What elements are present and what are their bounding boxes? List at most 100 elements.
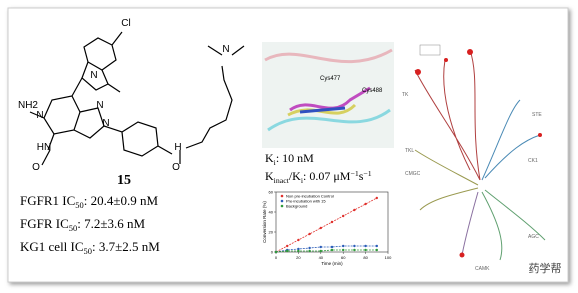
text-part: : 20.4±0.9 nM bbox=[84, 193, 159, 208]
text-part: K bbox=[265, 151, 274, 165]
superscript: −1 bbox=[350, 169, 358, 178]
kinome-hits bbox=[415, 49, 542, 258]
kinome-tree bbox=[414, 49, 546, 261]
text-part: /K bbox=[289, 169, 301, 183]
data-point bbox=[274, 250, 278, 254]
x-tick-label: 20 bbox=[296, 255, 301, 260]
y-axis-label: Conversion Rate (%) bbox=[262, 201, 267, 243]
subscript: 50 bbox=[75, 200, 83, 210]
subscript: 50 bbox=[84, 246, 92, 256]
text-part: FGFR IC bbox=[20, 216, 69, 231]
subscript: i bbox=[274, 158, 277, 167]
data-point bbox=[364, 248, 367, 252]
plot-area bbox=[275, 191, 389, 253]
superscript: −1 bbox=[363, 169, 371, 178]
data-point bbox=[375, 196, 378, 200]
rich-text: Kinact/Ki: 0.07 μM−1s−1 bbox=[265, 169, 372, 185]
legend-marker bbox=[280, 199, 284, 203]
legend-label: Non pre-incubation Control bbox=[286, 194, 334, 199]
data-point bbox=[330, 245, 334, 249]
y-tick-label: 0 bbox=[271, 250, 274, 255]
atom-label: N bbox=[96, 100, 103, 111]
data-point bbox=[330, 220, 334, 224]
subscript: i bbox=[301, 176, 304, 185]
legend-marker bbox=[280, 194, 284, 198]
y-tick-label: 60 bbox=[269, 190, 274, 195]
kinome-group-label: TKL bbox=[405, 148, 414, 154]
kinome-group-label: AGC bbox=[528, 234, 539, 240]
protein-label: Cys488 bbox=[362, 88, 383, 94]
text-part: K bbox=[265, 169, 274, 183]
kinome-group-label: CMGC bbox=[405, 171, 421, 177]
rich-text: Ki: 10 nM bbox=[265, 151, 314, 167]
atom-label: HN bbox=[37, 142, 51, 153]
text-part: KG1 cell IC bbox=[20, 239, 84, 254]
atom-label: N bbox=[222, 44, 229, 55]
structure-bonds bbox=[29, 31, 245, 166]
data-point bbox=[353, 244, 356, 248]
data-point bbox=[297, 249, 300, 253]
data-point bbox=[342, 214, 345, 218]
data-point bbox=[330, 248, 334, 252]
atom-label: H bbox=[174, 142, 181, 153]
data-point bbox=[297, 238, 300, 242]
text-part: : 3.7±2.5 nM bbox=[92, 239, 160, 254]
y-tick-label: 20 bbox=[269, 230, 274, 235]
atom-label: O bbox=[32, 162, 40, 173]
data-point bbox=[375, 248, 378, 252]
series-line bbox=[275, 249, 377, 253]
data-point bbox=[308, 232, 311, 236]
text-part: : 10 nM bbox=[276, 151, 314, 165]
data-point bbox=[319, 249, 322, 253]
data-point bbox=[364, 244, 367, 248]
x-axis-label: Time (min) bbox=[321, 261, 343, 266]
data-point bbox=[353, 248, 356, 252]
kinome-group-label: STE bbox=[532, 112, 542, 118]
kinome-labels: TK TKL STE CK1 AGC CAMK CMGC bbox=[402, 92, 542, 272]
series-line bbox=[275, 245, 377, 253]
protein-ribbons bbox=[264, 48, 393, 132]
kinome-group-label: TK bbox=[402, 92, 409, 98]
protein-labels: Cys477 Cys488 bbox=[320, 76, 383, 94]
x-tick-label: 0 bbox=[275, 255, 278, 260]
atom-label: N bbox=[102, 118, 109, 129]
atom-label: Cl bbox=[121, 18, 130, 29]
text-part: FGFR1 IC bbox=[20, 193, 75, 208]
data-point bbox=[375, 244, 378, 248]
text-part: : 0.07 μM bbox=[303, 169, 351, 183]
data-point bbox=[342, 244, 345, 248]
x-tick-label: 60 bbox=[341, 255, 346, 260]
data-point bbox=[319, 245, 322, 249]
legend-label: Pre-incubation with 15 bbox=[286, 199, 326, 204]
atom-label: N bbox=[36, 110, 43, 121]
atom-label: O bbox=[172, 162, 180, 173]
text-part: : 7.2±3.6 nM bbox=[77, 216, 145, 231]
text-part: s bbox=[359, 169, 364, 183]
legend-marker bbox=[280, 204, 284, 208]
atom-label: N bbox=[90, 70, 97, 81]
data-point bbox=[308, 249, 311, 253]
x-tick-label: 40 bbox=[319, 255, 324, 260]
series-line bbox=[275, 197, 377, 253]
data-point bbox=[353, 208, 356, 212]
rich-text: FGFR1 IC50: 20.4±0.9 nM bbox=[20, 193, 158, 210]
atom-label: NH2 bbox=[18, 100, 38, 111]
subscript: inact bbox=[274, 176, 290, 185]
rich-text: KG1 cell IC50: 3.7±2.5 nM bbox=[20, 239, 160, 256]
data-point bbox=[342, 248, 345, 252]
kinome-legend-box bbox=[419, 44, 441, 56]
protein-label: Cys477 bbox=[320, 76, 341, 82]
data-point bbox=[319, 226, 322, 230]
kinome-group-label: CK1 bbox=[528, 158, 538, 164]
legend-label: Background bbox=[286, 204, 307, 209]
rich-text: FGFR IC50: 7.2±3.6 nM bbox=[20, 216, 145, 233]
compound-number: 15 bbox=[117, 173, 131, 188]
data-point bbox=[364, 202, 367, 206]
y-tick-label: 40 bbox=[269, 210, 274, 215]
kinome-group-label: CAMK bbox=[475, 266, 490, 272]
